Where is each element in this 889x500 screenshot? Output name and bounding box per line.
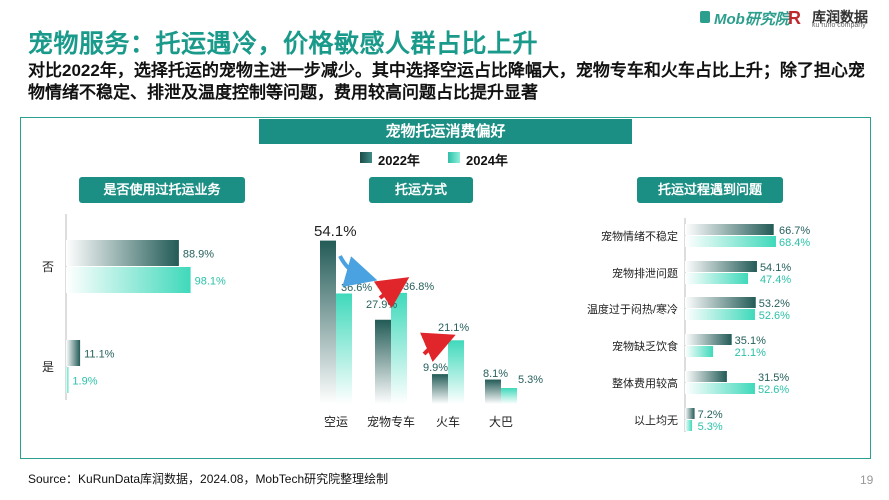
category-label: 否 bbox=[42, 260, 54, 274]
bar bbox=[685, 383, 755, 394]
bar bbox=[685, 236, 776, 247]
section-header-usage: 是否使用过托运业务 bbox=[79, 177, 245, 203]
legend-swatch-2022 bbox=[360, 152, 372, 163]
bar bbox=[685, 334, 732, 345]
bar bbox=[685, 309, 755, 320]
bar bbox=[448, 340, 464, 404]
increase-arrow-icon bbox=[373, 277, 410, 309]
bar bbox=[432, 374, 448, 404]
page-number: 19 bbox=[860, 473, 874, 487]
bar bbox=[336, 293, 352, 404]
bar bbox=[685, 408, 695, 419]
bar bbox=[320, 240, 336, 404]
category-label: 宠物排泄问题 bbox=[612, 266, 678, 280]
bar bbox=[66, 267, 191, 293]
legend-swatch-2024 bbox=[448, 152, 460, 163]
category-label: 宠物情绪不稳定 bbox=[601, 229, 678, 243]
bar bbox=[685, 371, 727, 382]
kurun-logo: 库润数据 bbox=[812, 9, 868, 25]
data-label: 21.1% bbox=[438, 322, 469, 334]
data-label: 35.1% bbox=[735, 335, 766, 347]
bar bbox=[685, 420, 693, 431]
bar bbox=[501, 387, 517, 404]
category-label: 空运 bbox=[324, 415, 348, 429]
data-label: 98.1% bbox=[195, 276, 226, 288]
section-header-method: 托运方式 bbox=[369, 177, 473, 203]
page-title: 宠物服务：托运遇冷，价格敏感人群占比上升 bbox=[28, 30, 539, 58]
data-label: 68.4% bbox=[779, 237, 810, 249]
increase-arrow-icon bbox=[419, 332, 456, 363]
bar bbox=[66, 340, 81, 366]
category-label: 是 bbox=[42, 360, 54, 374]
decrease-arrow-icon bbox=[338, 255, 378, 287]
data-label: 11.1% bbox=[84, 349, 115, 361]
category-label: 宠物专车 bbox=[367, 414, 415, 429]
data-label: 88.9% bbox=[183, 249, 214, 261]
data-label: 54.1% bbox=[760, 262, 791, 274]
bar bbox=[375, 319, 391, 404]
category-label: 温度过于闷热/寒冷 bbox=[587, 302, 678, 316]
kurun-logo-subtitle: ku runo company bbox=[812, 22, 866, 29]
data-label: 52.6% bbox=[759, 310, 790, 322]
panel-banner: 宠物托运消费偏好 bbox=[259, 119, 632, 144]
data-label: 27.9% bbox=[366, 299, 397, 311]
category-label: 宠物缺乏饮食 bbox=[612, 339, 678, 353]
data-label: 52.6% bbox=[758, 384, 789, 396]
category-label: 以上均无 bbox=[634, 414, 678, 427]
bar bbox=[685, 297, 756, 308]
source-note: Source：KuRunData库润数据，2024.08，MobTech研究院整… bbox=[28, 472, 389, 486]
mob-logo-icon bbox=[700, 11, 710, 23]
bar bbox=[685, 261, 757, 272]
data-label: 5.3% bbox=[518, 374, 543, 386]
bar bbox=[685, 224, 774, 235]
data-label: 36.6% bbox=[341, 282, 372, 294]
data-label: 5.3% bbox=[698, 421, 723, 433]
category-label: 大巴 bbox=[489, 415, 513, 429]
data-label: 21.1% bbox=[735, 347, 766, 359]
section-header-problems: 托运过程遇到问题 bbox=[637, 177, 783, 203]
legend-label-2022: 2022年 bbox=[378, 153, 420, 168]
data-label: 9.9% bbox=[423, 362, 448, 374]
data-label: 1.9% bbox=[72, 376, 97, 388]
kurun-logo-icon: R bbox=[788, 8, 801, 28]
bar bbox=[391, 292, 407, 404]
data-label: 7.2% bbox=[698, 409, 723, 421]
data-label: 8.1% bbox=[483, 368, 508, 380]
category-label: 火车 bbox=[436, 414, 460, 429]
bar bbox=[66, 367, 69, 393]
category-label: 整体费用较高 bbox=[612, 376, 678, 390]
bar bbox=[685, 273, 749, 284]
mob-logo: Mob研究院 bbox=[714, 11, 790, 28]
data-label: 36.8% bbox=[403, 281, 434, 293]
bar bbox=[485, 379, 501, 404]
bar bbox=[66, 240, 179, 266]
bar bbox=[685, 346, 714, 357]
data-label: 47.4% bbox=[760, 274, 791, 286]
data-label: 53.2% bbox=[759, 298, 790, 310]
data-label: 54.1% bbox=[314, 223, 357, 240]
data-label: 31.5% bbox=[758, 372, 789, 384]
data-label: 66.7% bbox=[779, 225, 810, 237]
legend-label-2024: 2024年 bbox=[466, 153, 508, 168]
page-subtitle: 对比2022年，选择托运的宠物主进一步减少。其中选择空运占比降幅大，宠物专车和火… bbox=[28, 61, 865, 102]
